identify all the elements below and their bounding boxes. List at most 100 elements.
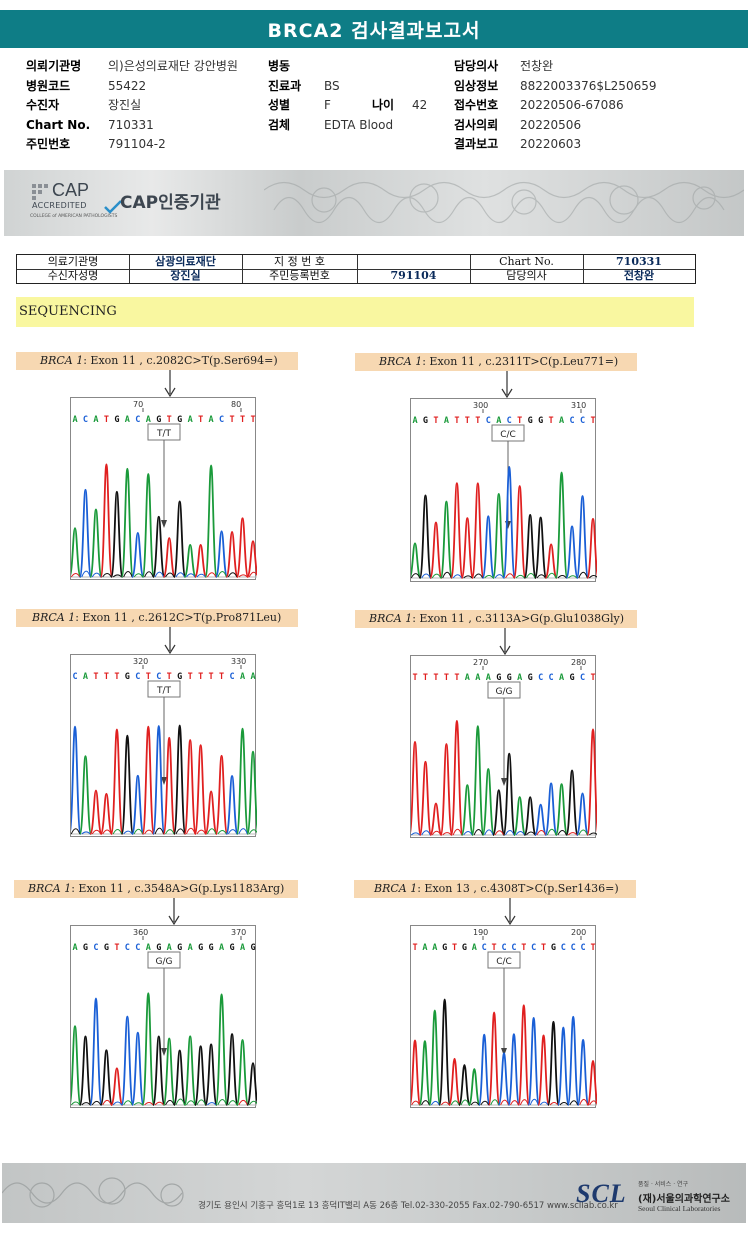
- trace-peak: [557, 1026, 570, 1106]
- base-call: T: [104, 415, 109, 425]
- trace-peak: [246, 1062, 257, 1106]
- trace-noise: [515, 830, 525, 836]
- trace-noise: [112, 829, 123, 835]
- base-call: T: [93, 672, 98, 682]
- base-call: T: [492, 943, 497, 953]
- trace-noise: [421, 573, 431, 579]
- trace-peak: [565, 525, 579, 579]
- base-call: A: [496, 416, 501, 426]
- field-clinical-info: 임상정보 8822003376$L250659: [454, 77, 656, 97]
- field-receipt-no: 접수번호 20220506-67086: [454, 96, 656, 116]
- cloud-pattern: [2, 1177, 184, 1208]
- base-call: G: [496, 673, 501, 683]
- trace-peak: [235, 517, 250, 578]
- base-call: C: [486, 416, 491, 426]
- base-call: A: [72, 943, 77, 953]
- base-call: G: [83, 943, 88, 953]
- arrow-down-icon: [164, 627, 176, 655]
- base-call: C: [156, 672, 161, 682]
- label: 수진자: [26, 98, 60, 113]
- panel-label-2: BRCA 1: Exon 11 , c.2311T>C(p.Leu771=): [355, 353, 637, 371]
- base-call: C: [501, 943, 506, 953]
- trace-noise: [165, 572, 175, 578]
- trace-noise: [133, 573, 144, 578]
- trace-noise: [470, 1101, 480, 1106]
- panel-label-3: BRCA 1: Exon 11 , c.2612C>T(p.Pro871Leu): [16, 609, 298, 627]
- value: 8822003376$L250659: [520, 78, 657, 93]
- header-col-3: 담당의사 전창완 임상정보 8822003376$L250659 접수번호 20220…: [454, 57, 656, 155]
- base-call: G: [528, 416, 533, 426]
- base-call: C: [538, 673, 543, 683]
- table-cell: 삼광의료재단: [155, 255, 216, 268]
- base-call: T: [475, 416, 480, 426]
- report-title: BRCA2 검사결과보고서: [0, 10, 748, 48]
- trace-noise: [217, 829, 227, 835]
- trace-noise: [421, 830, 431, 836]
- scl-logo: SCL: [576, 1179, 627, 1208]
- base-call: A: [517, 673, 522, 683]
- trace-noise: [546, 572, 557, 579]
- base-call: C: [571, 943, 576, 953]
- trace-noise: [440, 1101, 450, 1106]
- table-divider: [129, 255, 130, 283]
- base-call: A: [559, 673, 564, 683]
- base-call: A: [444, 416, 449, 426]
- tick-label: 270: [473, 658, 488, 667]
- base-call: A: [146, 415, 151, 425]
- base-call: T: [188, 672, 193, 682]
- trace-noise: [529, 1098, 539, 1106]
- chromatogram-4: 270 280 T T T T T A A A G G A G C C A G C T G/G: [410, 655, 597, 838]
- trace-peak: [575, 495, 590, 579]
- trace-peak: [246, 540, 257, 578]
- chromatogram-1: 70 80 A C A T G A C A G T G A T A C T T T T/T: [70, 397, 257, 580]
- base-call: G: [569, 673, 574, 683]
- trace-peak: [411, 741, 422, 836]
- base-call: T: [444, 673, 449, 683]
- base-call: T: [452, 943, 457, 953]
- trace-peak: [566, 1015, 580, 1106]
- trace-peak: [235, 1039, 250, 1106]
- base-call: C: [135, 415, 140, 425]
- tick-label: 310: [571, 401, 586, 410]
- trace-peak: [471, 482, 485, 579]
- base-call: A: [125, 415, 130, 425]
- trace-noise: [588, 832, 597, 836]
- checkmark-icon: [104, 200, 122, 214]
- panel-label-5: BRCA 1: Exon 11 , c.3548A>G(p.Lys1183Arg…: [14, 880, 298, 898]
- tick-label: 200: [571, 928, 586, 937]
- trace-peak: [460, 784, 475, 836]
- trace-peak: [448, 1057, 461, 1106]
- trace-peak: [497, 1052, 511, 1106]
- trace-noise: [569, 1100, 579, 1106]
- base-call: T: [412, 673, 417, 683]
- tick-label: 280: [571, 658, 586, 667]
- trace-noise: [450, 1100, 460, 1106]
- trace-noise: [484, 574, 494, 579]
- trace-noise: [112, 574, 123, 578]
- base-call: C: [561, 943, 566, 953]
- scl-name-kr: (재)서울의과학연구소: [638, 1194, 730, 1205]
- field-ward: 병동: [268, 57, 460, 77]
- trace-peak: [513, 485, 527, 579]
- value: EDTA Blood: [324, 117, 394, 132]
- base-call: G: [125, 672, 130, 682]
- trace-peak: [89, 789, 103, 835]
- base-call: G: [177, 672, 182, 682]
- trace-peak: [544, 543, 558, 579]
- trace-peak: [110, 728, 124, 835]
- base-call: A: [422, 943, 427, 953]
- trace-peak: [99, 792, 114, 835]
- trace-peak: [544, 782, 558, 836]
- arrow-down-icon: [164, 370, 176, 398]
- value: F: [324, 98, 331, 113]
- trace-noise: [81, 1102, 91, 1106]
- genotype-label: C/C: [500, 430, 516, 440]
- trace-peak: [554, 783, 569, 836]
- trace-peak: [225, 531, 239, 578]
- base-call: G: [156, 415, 161, 425]
- trace-noise: [175, 1098, 185, 1106]
- base-call: G: [423, 416, 428, 426]
- trace-noise: [490, 1099, 500, 1106]
- value: 791104-2: [108, 137, 166, 152]
